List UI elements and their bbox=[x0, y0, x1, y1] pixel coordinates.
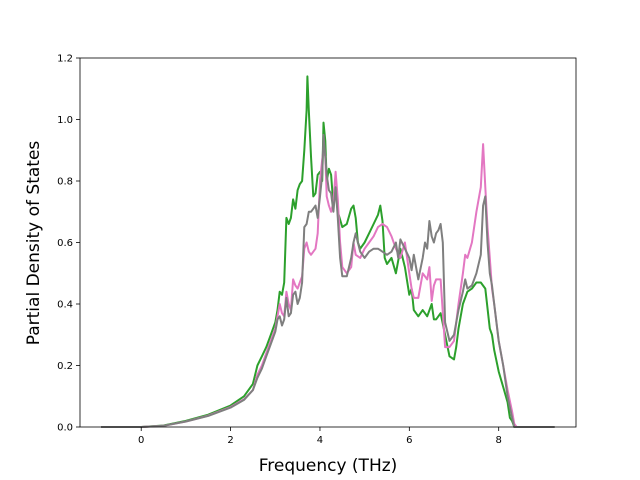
y-tick-label: 0.8 bbox=[57, 177, 73, 188]
y-tick-label: 0.6 bbox=[57, 238, 73, 249]
series-line-1 bbox=[101, 75, 555, 428]
series-layer bbox=[101, 75, 555, 428]
y-axis-label: Partial Density of States bbox=[24, 141, 44, 346]
y-tick-label: 0.0 bbox=[57, 423, 73, 434]
x-axis-label: Frequency (THz) bbox=[259, 456, 398, 476]
ticks-layer: 0 2 4 6 8 0.0 0.2 0.4 0.6 0.8 1.0 1.2 bbox=[57, 54, 502, 447]
x-tick-label: 0 bbox=[138, 435, 144, 446]
y-tick-label: 1.2 bbox=[57, 54, 73, 65]
y-tick-label: 0.2 bbox=[57, 361, 73, 372]
y-tick-label: 1.0 bbox=[57, 115, 73, 126]
x-tick-label: 6 bbox=[406, 435, 412, 446]
y-tick-label: 0.4 bbox=[57, 300, 73, 311]
x-tick-label: 4 bbox=[317, 435, 323, 446]
x-tick-label: 8 bbox=[496, 435, 502, 446]
plot-frame bbox=[79, 57, 577, 428]
series-line-3 bbox=[101, 133, 555, 428]
x-tick-label: 2 bbox=[227, 435, 233, 446]
